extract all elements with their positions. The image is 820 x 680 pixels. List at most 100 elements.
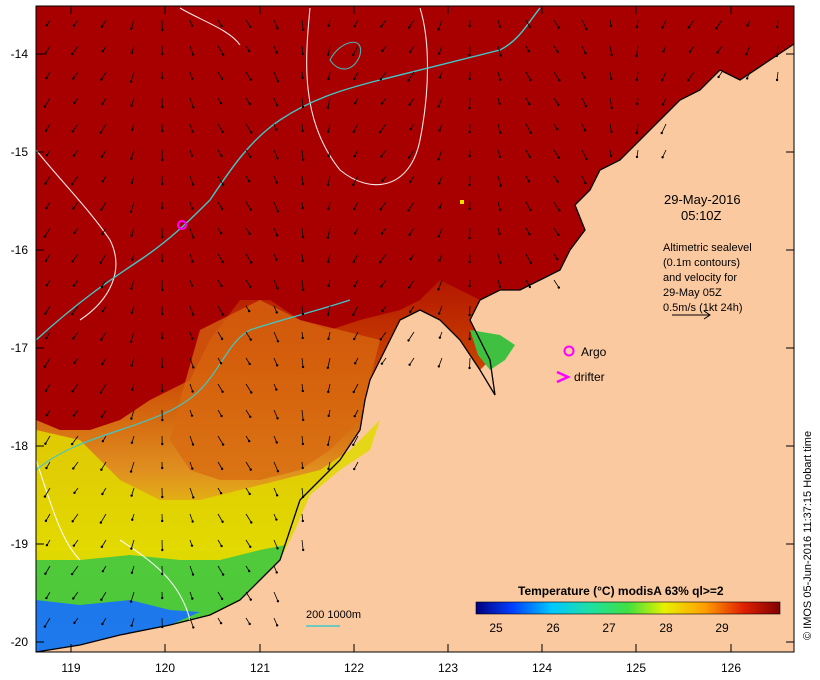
velocity-arrow bbox=[217, 123, 223, 132]
velocity-arrowhead bbox=[219, 231, 223, 235]
velocity-arrowhead bbox=[101, 49, 105, 53]
velocity-arrowhead bbox=[352, 443, 355, 447]
velocity-arrowhead bbox=[161, 548, 164, 552]
velocity-arrowhead bbox=[44, 182, 47, 185]
velocity-arrowhead bbox=[161, 129, 164, 133]
drifter-legend-label: drifter bbox=[574, 370, 605, 384]
velocity-arrowhead bbox=[248, 622, 251, 626]
velocity-arrowhead bbox=[528, 285, 532, 289]
velocity-arrowhead bbox=[276, 600, 280, 603]
velocity-arrow bbox=[273, 279, 278, 289]
velocity-arrow bbox=[353, 201, 359, 210]
velocity-arrowhead bbox=[557, 233, 560, 236]
velocity-arrowhead bbox=[275, 441, 278, 444]
velocity-arrow bbox=[301, 19, 304, 30]
velocity-arrowhead bbox=[100, 545, 104, 549]
velocity-arrow bbox=[217, 71, 223, 80]
velocity-arrowhead bbox=[437, 105, 441, 108]
lat-tick-label: -17 bbox=[11, 341, 29, 355]
velocity-arrowhead bbox=[468, 77, 471, 81]
velocity-arrow bbox=[189, 565, 194, 575]
velocity-arrowhead bbox=[275, 104, 279, 107]
velocity-arrowhead bbox=[499, 54, 502, 57]
velocity-arrowhead bbox=[249, 598, 252, 601]
velocity-arrow bbox=[327, 357, 331, 368]
lat-tick-label: -16 bbox=[11, 243, 29, 257]
velocity-arrowhead bbox=[353, 414, 356, 418]
velocity-arrowhead bbox=[275, 51, 278, 54]
velocity-arrowhead bbox=[130, 27, 133, 30]
velocity-arrowhead bbox=[327, 24, 330, 28]
velocity-arrowhead bbox=[437, 288, 440, 291]
latitude-axis: -14 -15 -16 -17 -18 -19 -20 bbox=[11, 47, 29, 649]
velocity-arrow bbox=[301, 45, 304, 54]
velocity-arrowhead bbox=[249, 155, 252, 158]
velocity-arrow bbox=[380, 331, 387, 340]
plot-frame bbox=[35, 5, 795, 653]
velocity-arrowhead bbox=[660, 78, 664, 82]
velocity-arrowhead bbox=[249, 545, 252, 548]
velocity-arrowhead bbox=[716, 51, 719, 54]
velocity-arrowhead bbox=[100, 155, 104, 159]
velocity-arrowhead bbox=[219, 621, 223, 625]
velocity-arrow bbox=[72, 71, 79, 79]
velocity-arrow bbox=[131, 357, 135, 366]
velocity-arrowhead bbox=[101, 439, 105, 443]
velocity-arrow bbox=[273, 331, 279, 342]
velocity-arrow bbox=[217, 305, 224, 315]
velocity-arrowhead bbox=[468, 24, 471, 28]
velocity-arrowhead bbox=[498, 155, 502, 158]
velocity-arrowhead bbox=[72, 544, 76, 547]
velocity-arrow bbox=[45, 253, 51, 262]
velocity-arrowhead bbox=[468, 313, 471, 317]
velocity-arrowhead bbox=[557, 103, 560, 106]
velocity-arrow bbox=[352, 435, 359, 446]
plot-area bbox=[35, 6, 795, 653]
velocity-arrowhead bbox=[221, 573, 225, 576]
velocity-arrowhead bbox=[327, 467, 330, 471]
velocity-arrowhead bbox=[326, 366, 330, 369]
credit-text: © IMOS 05-Jun-2016 11:37:15 Hobart time bbox=[802, 431, 814, 640]
velocity-arrowhead bbox=[352, 260, 355, 264]
velocity-arrowhead bbox=[498, 78, 502, 81]
velocity-arrow bbox=[662, 19, 667, 28]
velocity-arrowhead bbox=[101, 102, 104, 106]
velocity-arrowhead bbox=[499, 184, 502, 187]
velocity-arrowhead bbox=[437, 182, 441, 185]
velocity-arrow bbox=[101, 19, 107, 28]
velocity-arrowhead bbox=[131, 258, 134, 261]
velocity-arrowhead bbox=[275, 258, 278, 261]
velocity-arrow bbox=[717, 45, 723, 53]
velocity-arrow bbox=[661, 71, 667, 81]
velocity-arrowhead bbox=[160, 336, 164, 340]
velocity-arrow bbox=[273, 201, 279, 212]
velocity-arrow bbox=[553, 201, 560, 211]
velocity-arrow bbox=[553, 71, 560, 81]
velocity-arrowhead bbox=[130, 157, 133, 160]
velocity-arrowhead bbox=[557, 26, 561, 29]
velocity-arrowhead bbox=[498, 285, 502, 288]
velocity-arrowhead bbox=[161, 625, 164, 629]
velocity-arrow bbox=[662, 149, 667, 158]
velocity-arrowhead bbox=[72, 207, 75, 210]
lat-tick-label: -19 bbox=[11, 537, 29, 551]
marker-legend: Argo drifter bbox=[556, 345, 607, 384]
velocity-arrow bbox=[245, 591, 252, 600]
velocity-arrowhead bbox=[635, 25, 639, 29]
velocity-arrowhead bbox=[71, 390, 74, 393]
velocity-arrowhead bbox=[661, 156, 664, 159]
velocity-arrowhead bbox=[557, 156, 561, 159]
velocity-arrow bbox=[327, 227, 331, 238]
velocity-arrow bbox=[45, 175, 51, 184]
argo-float-marker[interactable] bbox=[177, 220, 187, 230]
velocity-arrowhead bbox=[437, 52, 441, 55]
altimetry-line: 29-May 05Z bbox=[663, 287, 722, 299]
velocity-arrow bbox=[45, 565, 51, 574]
velocity-arrowhead bbox=[635, 102, 639, 106]
velocity-arrow bbox=[217, 201, 223, 210]
velocity-arrow bbox=[353, 461, 359, 470]
velocity-arrowhead bbox=[45, 336, 48, 340]
velocity-arrow bbox=[273, 591, 279, 602]
velocity-arrow bbox=[45, 123, 51, 132]
velocity-arrowhead bbox=[44, 129, 48, 133]
